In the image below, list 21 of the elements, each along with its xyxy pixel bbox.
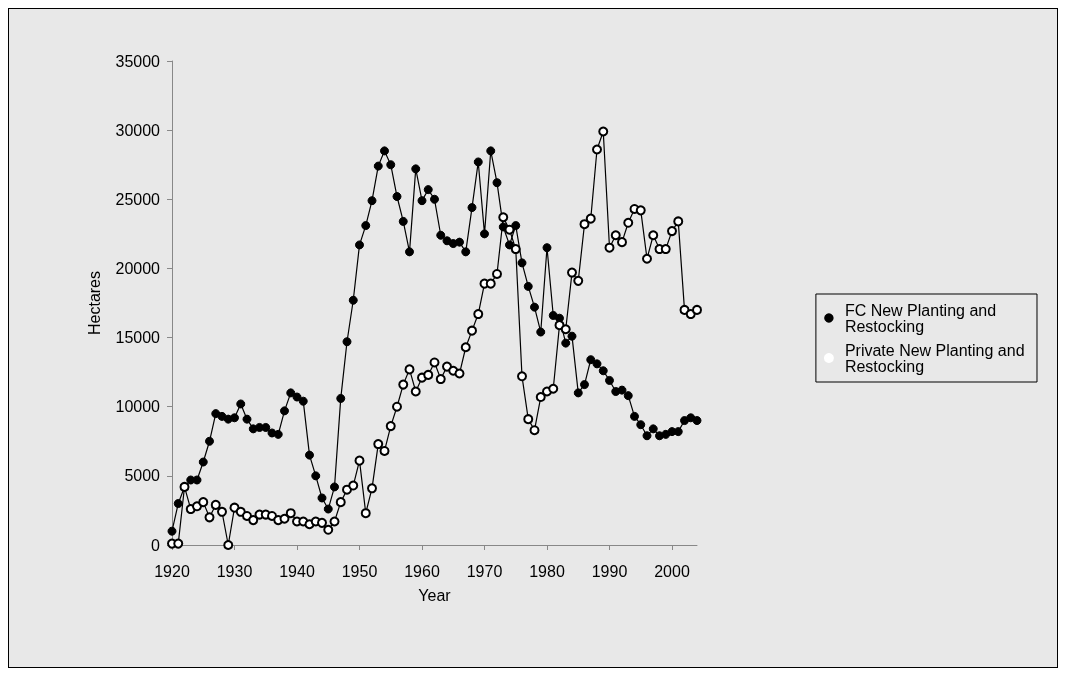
x-tick-label: 2000 [654, 562, 690, 580]
x-tick-label: 1950 [341, 562, 378, 580]
y-axis-title: Hectares [85, 270, 103, 336]
x-tick-label: 1930 [216, 562, 253, 580]
x-tick-label: 1990 [591, 562, 628, 580]
y-tick-label: 0 [151, 536, 161, 554]
x-tick-label: 1940 [279, 562, 315, 580]
y-tick-label: 20000 [115, 259, 161, 277]
y-tick-label: 35000 [115, 52, 161, 70]
y-tick-label: 10000 [115, 398, 161, 416]
x-axis-title: Year [418, 586, 452, 604]
y-tick-label: 25000 [115, 190, 161, 208]
legend-label: Private New Planting and Restocking [844, 341, 1030, 375]
x-tick-label: 1980 [529, 562, 565, 580]
x-tick-label: 1920 [154, 562, 190, 580]
y-tick-label: 5000 [124, 467, 161, 485]
y-tick-label: 30000 [115, 121, 161, 139]
x-tick-label: 1970 [466, 562, 503, 580]
x-tick-label: 1960 [404, 562, 440, 580]
legend-label: FC New Planting and Restocking [844, 301, 1001, 335]
y-tick-label: 15000 [115, 329, 161, 347]
